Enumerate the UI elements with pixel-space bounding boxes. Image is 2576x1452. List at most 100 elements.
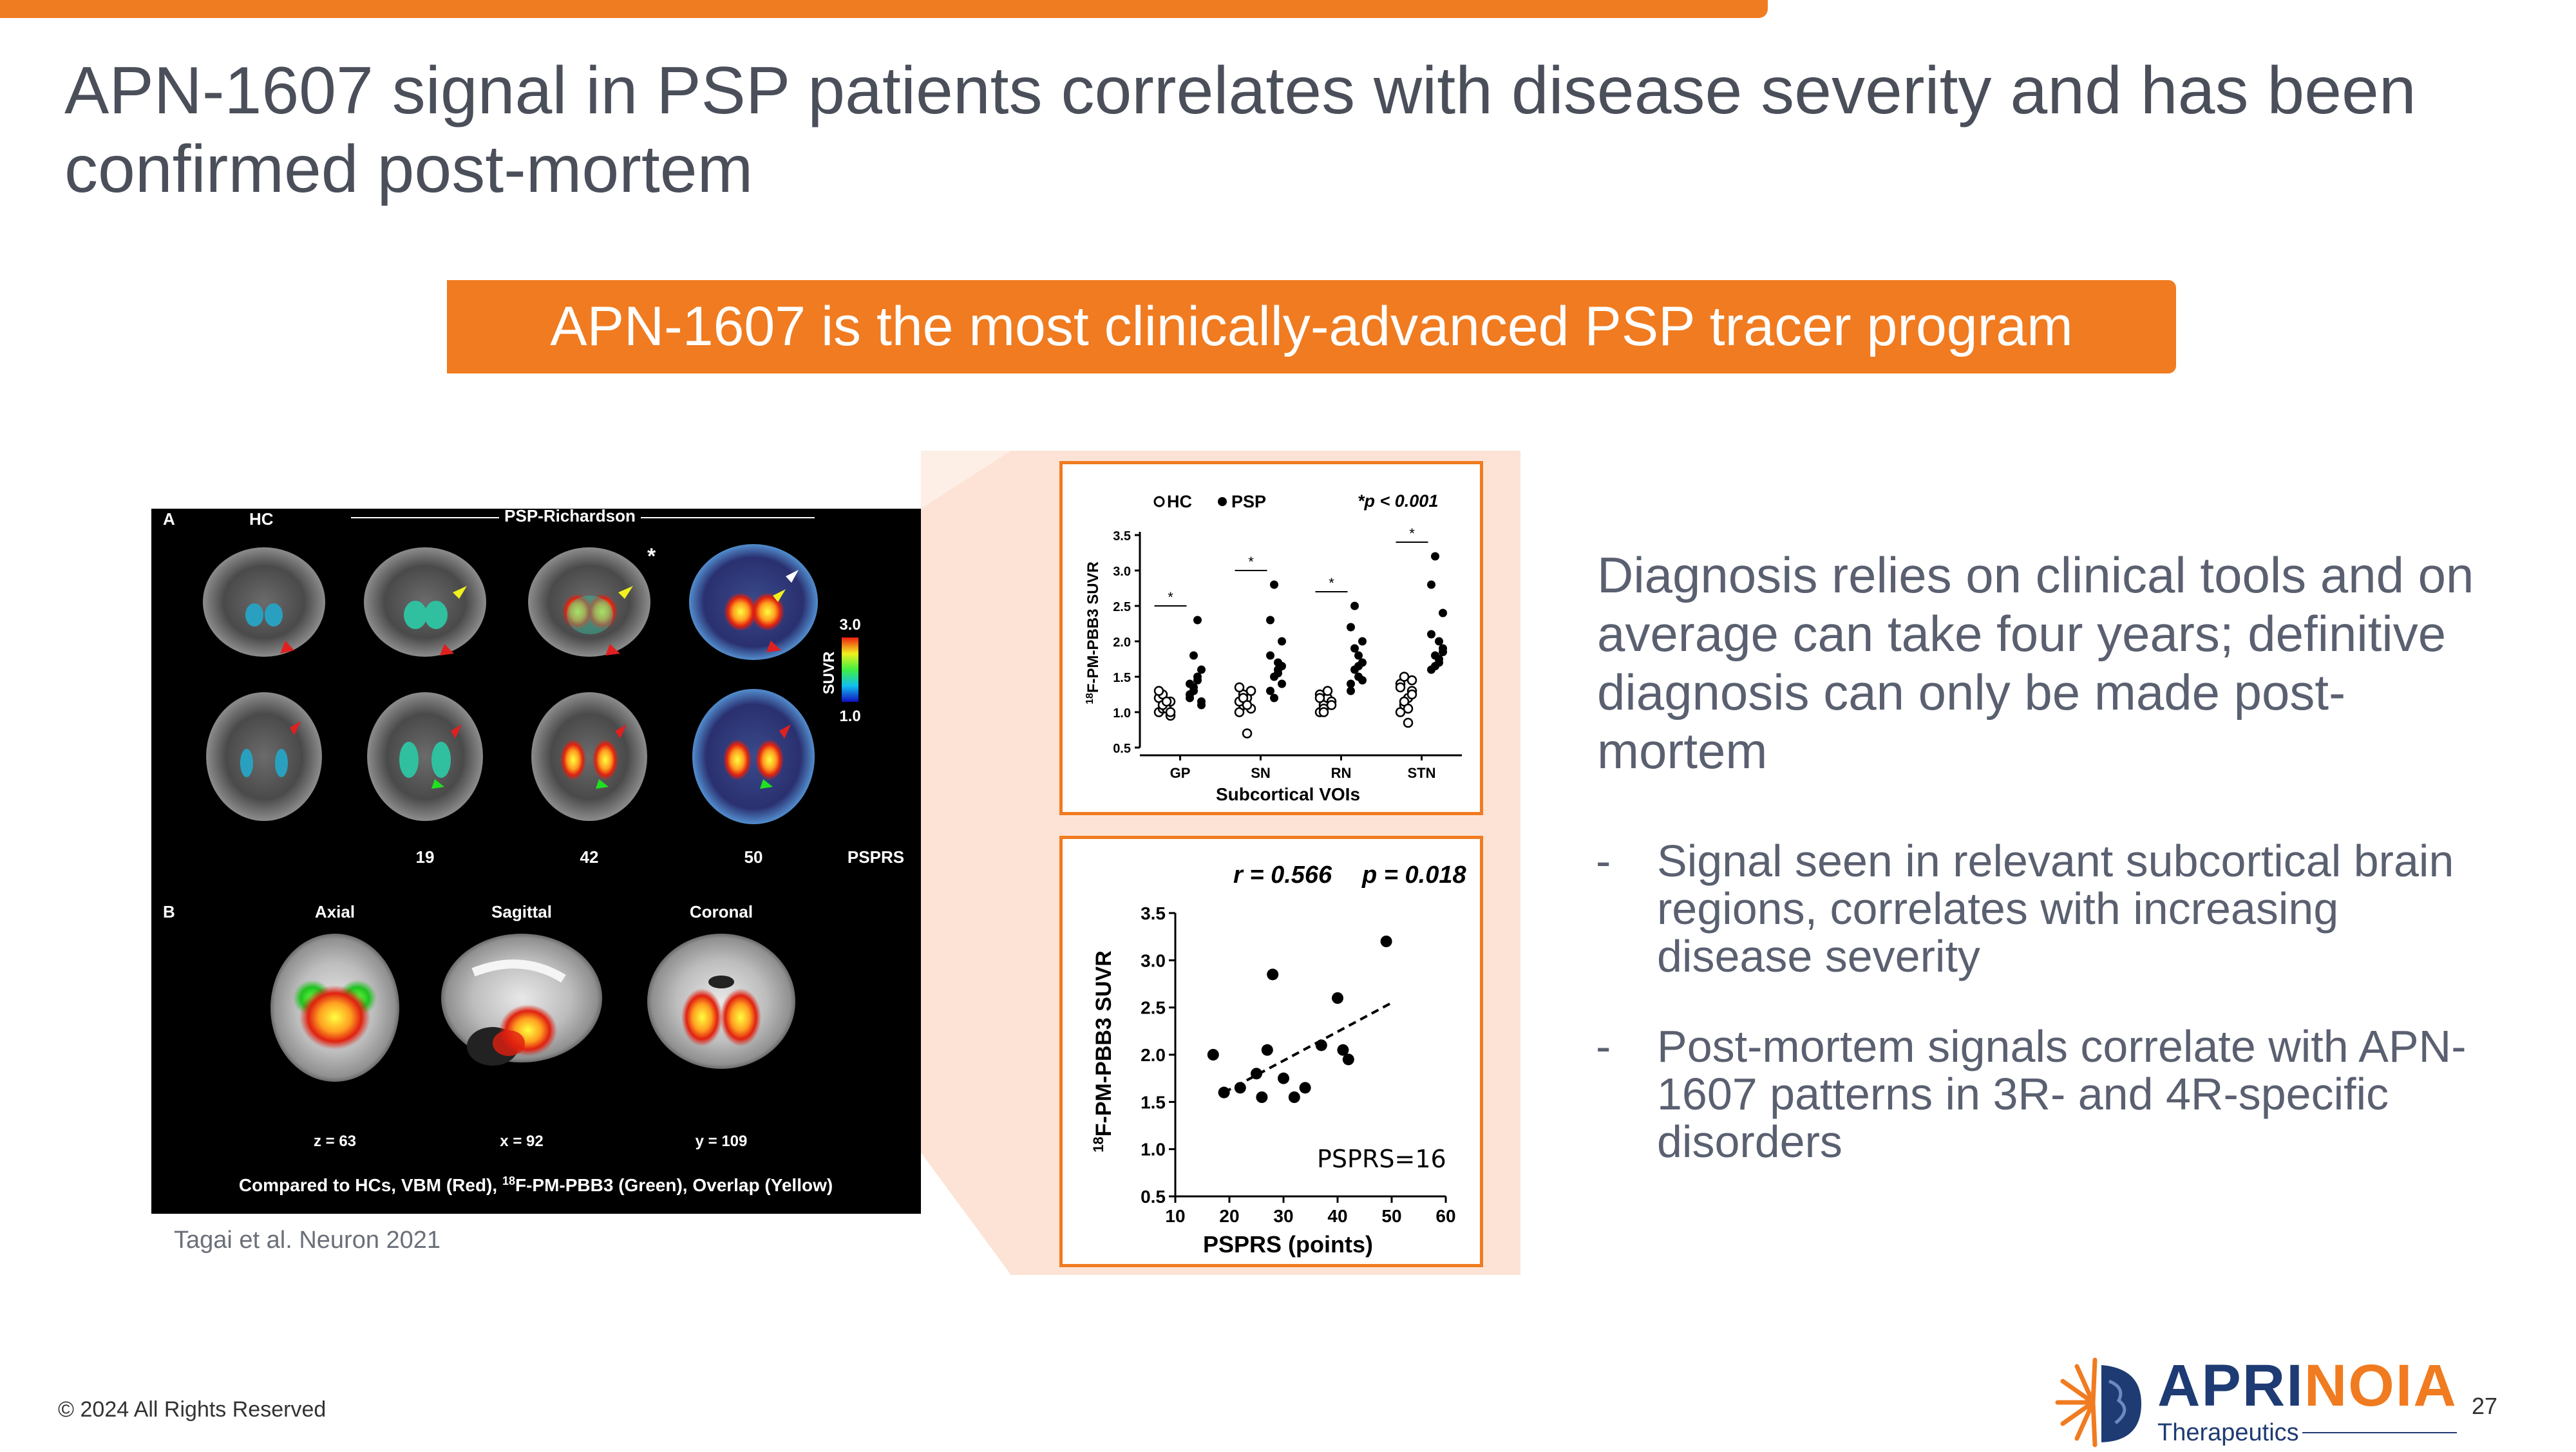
y-tick-label: 0.5 [1141, 1187, 1166, 1207]
y-axis-label: 18F-PM-PBB3 SUVR [1090, 950, 1116, 1153]
x-tick-label: GP [1170, 765, 1191, 781]
psp-point [1189, 651, 1198, 660]
psp-point [1270, 693, 1278, 702]
psp-point [1266, 651, 1274, 660]
subcortical-voi-chart: 0.5 1.0 1.5 2.0 2.5 3.0 3.5 GP * SN * RN * STN * HC PS… [1059, 461, 1483, 815]
psp-point [1197, 665, 1206, 674]
psp-point [1435, 637, 1443, 646]
y-axis-label: 18F-PM-PBB3 SUVR [1084, 561, 1102, 704]
psp-point [1431, 662, 1439, 670]
diagnosis-statement: Diagnosis relies on clinical tools and o… [1597, 547, 2474, 779]
data-point [1267, 968, 1279, 981]
correlation-p: p = 0.018 [1361, 862, 1466, 889]
psp-point [1439, 648, 1447, 656]
hc-point [1234, 682, 1245, 693]
key-message-banner: APN-1607 is the most clinically-advanced… [447, 280, 2176, 373]
y-tick-label: 3.0 [1113, 565, 1131, 579]
hc-point [1403, 703, 1414, 714]
zoom-connector [921, 451, 1011, 1275]
panel-b-label: B [163, 902, 175, 921]
coronal-slice-psp-2 [528, 547, 650, 657]
panel-a-label: A [163, 509, 175, 529]
data-point [1315, 1039, 1327, 1051]
y-tick-label: 2.0 [1113, 636, 1131, 650]
legend-psp-marker [1218, 497, 1227, 506]
x-tick-label: 60 [1435, 1206, 1455, 1226]
hc-point [1322, 686, 1333, 696]
psp-point [1278, 679, 1286, 688]
psprs-score-2: 42 [580, 847, 599, 867]
psp-point [1278, 637, 1286, 646]
psp-point [1350, 601, 1359, 610]
citation: Tagai et al. Neuron 2021 [174, 1227, 441, 1254]
bullet-item: - Post-mortem signals correlate with APN-… [1596, 1023, 2497, 1165]
axial-slice-psp-2 [531, 692, 647, 821]
x-tick-label: 10 [1165, 1206, 1185, 1226]
hc-point [1153, 686, 1164, 696]
psp-point [1354, 651, 1363, 660]
colorbar-label: SUVR [820, 652, 838, 695]
x-tick-label: 40 [1327, 1206, 1347, 1226]
x-axis-label: Subcortical VOIs [1216, 784, 1360, 804]
figure-caption: Compared to HCs, VBM (Red), 18F-PM-PBB3 … [239, 1174, 833, 1195]
psp-point [1197, 697, 1206, 706]
psprs-label: PSPRS [848, 847, 904, 867]
psp-point [1427, 630, 1435, 639]
view-sagittal: Sagittal [491, 902, 552, 921]
psp-point [1350, 644, 1359, 653]
hc-point [1395, 682, 1406, 693]
bullet-marker: - [1596, 836, 1611, 886]
data-point [1288, 1091, 1300, 1103]
x-tick-label: 50 [1381, 1206, 1401, 1226]
bullet-marker: - [1596, 1021, 1611, 1071]
view-axial: Axial [315, 902, 355, 921]
template-axial-brain [270, 934, 399, 1082]
data-point [1218, 1086, 1230, 1098]
psp-point [1266, 616, 1274, 625]
axial-slice-psp-3 [692, 689, 815, 824]
bullet-text: Post-mortem signals correlate with APN-1… [1657, 1021, 2467, 1167]
psp-point [1435, 655, 1443, 663]
hc-point [1165, 707, 1176, 717]
psp-point [1193, 676, 1202, 684]
y-tick-label: 1.0 [1113, 706, 1131, 721]
legend-psp: PSP [1231, 492, 1266, 511]
logo-subtitle: Therapeutics [2157, 1419, 2299, 1446]
coronal-slice-psp-1 [364, 547, 486, 657]
psprs-score-3: 50 [744, 847, 763, 867]
psp-point [1189, 683, 1198, 692]
y-tick-label: 0.5 [1113, 742, 1131, 756]
legend-hc: HC [1167, 492, 1192, 511]
hc-point [1406, 689, 1417, 700]
coronal-slice-psp-3 [689, 544, 818, 660]
y-tick-label: 2.0 [1141, 1045, 1166, 1065]
logo-underline [2302, 1432, 2457, 1433]
template-coronal-brain [647, 934, 795, 1069]
x-axis-label: PSPRS (points) [1203, 1231, 1373, 1258]
data-point [1207, 1049, 1219, 1061]
x-tick-label: 20 [1219, 1206, 1239, 1226]
legend-hc-marker [1153, 496, 1165, 507]
data-point [1380, 936, 1392, 947]
y-tick-label: 1.0 [1141, 1140, 1166, 1160]
data-point [1337, 1044, 1349, 1056]
significance-star: * [1248, 554, 1254, 570]
trend-line [1223, 1001, 1392, 1094]
data-point [1332, 992, 1343, 1004]
psp-point [1358, 637, 1367, 646]
x-tick-label: 30 [1273, 1206, 1293, 1226]
asterisk-label: * [647, 544, 656, 569]
x-tick-label: SN [1251, 765, 1271, 781]
significance-star: * [1168, 589, 1173, 605]
top-accent-bar [0, 0, 1768, 18]
psp-point [1193, 616, 1202, 625]
hc-point [1403, 717, 1414, 728]
psp-point [1347, 686, 1355, 695]
x-tick-label: STN [1408, 765, 1436, 781]
page-number: 27 [2472, 1393, 2498, 1419]
axial-slice-hc [206, 692, 322, 821]
data-point [1256, 1091, 1268, 1103]
psprs-value-label: PSPRS=16 [1317, 1145, 1446, 1173]
suvr-colorbar [842, 637, 858, 702]
coord-y: y = 109 [696, 1133, 748, 1150]
